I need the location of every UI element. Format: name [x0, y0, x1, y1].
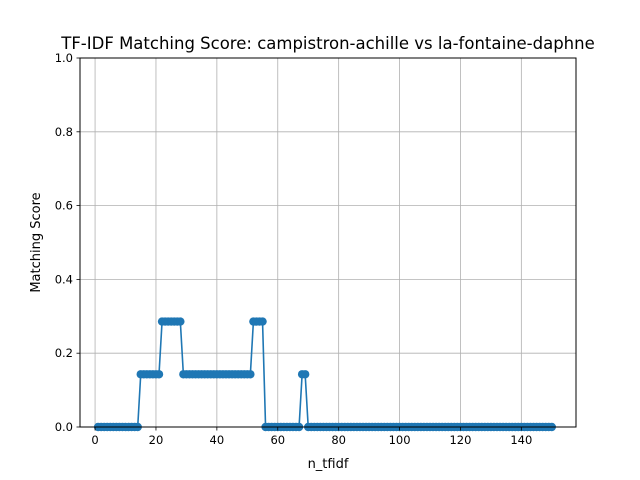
data-point [258, 317, 267, 326]
x-tick-label: 40 [210, 433, 225, 447]
y-tick-label: 0.4 [55, 272, 73, 286]
y-tick-label: 1.0 [55, 51, 73, 65]
data-point [246, 370, 255, 379]
x-tick-label: 140 [510, 433, 532, 447]
y-tick-label: 0.2 [55, 346, 73, 360]
axes: 0 20 40 60 80 100 120 140 0.0 0.2 0.4 0.6 0.8 1.0 [55, 51, 533, 447]
x-tick-label: 120 [449, 433, 471, 447]
y-axis-label: Matching Score [29, 192, 44, 292]
plot-frame [79, 57, 577, 428]
x-tick-label: 0 [91, 433, 98, 447]
x-axis-label: n_tfidf [308, 457, 349, 472]
x-tick-label: 80 [331, 433, 346, 447]
chart-title: TF-IDF Matching Score: campistron-achill… [60, 34, 595, 53]
y-tick-label: 0.8 [55, 125, 73, 139]
data-point [154, 370, 164, 379]
x-tick-label: 20 [149, 433, 164, 447]
y-tick-label: 0.0 [55, 420, 73, 434]
x-tick-label: 100 [389, 433, 411, 447]
y-tick-label: 0.6 [55, 199, 73, 213]
data-point [300, 370, 310, 379]
x-tick-label: 60 [270, 433, 285, 447]
data-point [176, 317, 185, 326]
